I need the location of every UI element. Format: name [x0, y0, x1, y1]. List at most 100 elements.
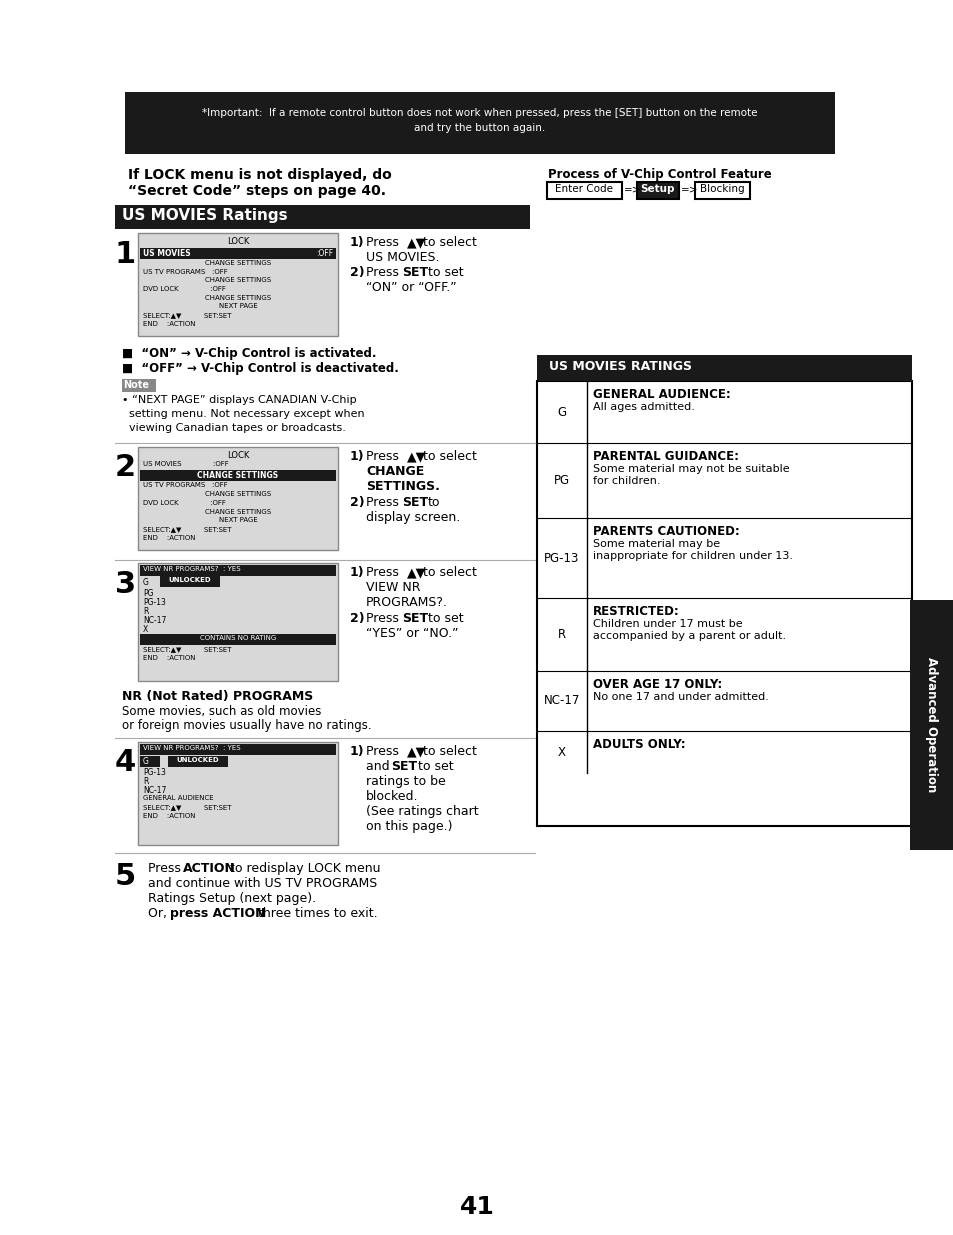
Text: Some material may be: Some material may be: [593, 538, 720, 550]
Text: ■  “ON” → V-Chip Control is activated.: ■ “ON” → V-Chip Control is activated.: [122, 347, 376, 359]
Text: CHANGE: CHANGE: [366, 466, 424, 478]
Text: PG-13: PG-13: [143, 768, 166, 777]
Text: Press: Press: [366, 566, 402, 579]
Text: and continue with US TV PROGRAMS: and continue with US TV PROGRAMS: [148, 877, 376, 890]
Text: NC-17: NC-17: [143, 785, 166, 795]
Text: 1: 1: [115, 240, 136, 269]
Text: blocked.: blocked.: [366, 790, 418, 803]
Text: R: R: [143, 777, 149, 785]
Text: “Secret Code” steps on page 40.: “Secret Code” steps on page 40.: [128, 184, 386, 198]
Text: 4: 4: [115, 748, 136, 777]
Text: X: X: [558, 746, 565, 758]
Text: press ACTION: press ACTION: [170, 906, 265, 920]
Text: Blocking: Blocking: [699, 184, 743, 194]
Text: CHANGE SETTINGS: CHANGE SETTINGS: [205, 509, 271, 515]
Text: Press: Press: [366, 745, 402, 758]
Text: SELECT:▲▼          SET:SET: SELECT:▲▼ SET:SET: [143, 804, 232, 810]
Text: PG: PG: [143, 589, 153, 598]
Text: Or,: Or,: [148, 906, 171, 920]
Text: to select: to select: [422, 450, 476, 463]
Text: Press: Press: [366, 450, 402, 463]
Text: END    :ACTION: END :ACTION: [143, 813, 195, 819]
Text: US MOVIES Ratings: US MOVIES Ratings: [122, 207, 287, 224]
Text: R: R: [558, 627, 565, 641]
Text: All ages admitted.: All ages admitted.: [593, 403, 694, 412]
Text: NEXT PAGE: NEXT PAGE: [218, 303, 257, 309]
Text: Some movies, such as old movies: Some movies, such as old movies: [122, 705, 321, 718]
Text: GENERAL AUDIENCE: GENERAL AUDIENCE: [143, 795, 213, 802]
Text: G: G: [557, 405, 566, 419]
Text: DVD LOCK              :OFF: DVD LOCK :OFF: [143, 287, 226, 291]
Text: CHANGE SETTINGS: CHANGE SETTINGS: [205, 295, 271, 301]
Text: Some material may not be suitable: Some material may not be suitable: [593, 464, 789, 474]
Text: 5: 5: [115, 862, 136, 890]
Text: SELECT:▲▼          SET:SET: SELECT:▲▼ SET:SET: [143, 526, 232, 532]
Text: SELECT:▲▼          SET:SET: SELECT:▲▼ SET:SET: [143, 312, 232, 317]
Text: END    :ACTION: END :ACTION: [143, 321, 195, 327]
Text: CHANGE SETTINGS: CHANGE SETTINGS: [205, 492, 271, 496]
Bar: [537, 382, 911, 826]
Text: SET: SET: [401, 613, 428, 625]
Text: If LOCK menu is not displayed, do: If LOCK menu is not displayed, do: [128, 168, 392, 182]
Text: ADULTS ONLY:: ADULTS ONLY:: [593, 739, 685, 751]
Text: Press: Press: [366, 613, 402, 625]
Text: G: G: [143, 578, 149, 587]
Bar: [138, 742, 337, 845]
Bar: [546, 182, 621, 199]
Bar: [125, 91, 834, 154]
Text: 2: 2: [115, 453, 136, 482]
Text: to redisplay LOCK menu: to redisplay LOCK menu: [230, 862, 380, 876]
Text: 2): 2): [350, 496, 364, 509]
Text: 1): 1): [350, 566, 364, 579]
Text: NEXT PAGE: NEXT PAGE: [218, 517, 257, 522]
Text: PG: PG: [554, 473, 570, 487]
Bar: [140, 743, 335, 755]
Text: Press: Press: [366, 496, 402, 509]
Text: Press: Press: [366, 266, 402, 279]
Text: G: G: [143, 757, 149, 766]
Text: and try the button again.: and try the button again.: [414, 124, 545, 133]
Text: and: and: [366, 760, 394, 773]
Text: UNLOCKED: UNLOCKED: [176, 757, 219, 763]
Bar: [115, 205, 530, 228]
Text: VIEW NR PROGRAMS?  : YES: VIEW NR PROGRAMS? : YES: [143, 745, 240, 751]
Text: Ratings Setup (next page).: Ratings Setup (next page).: [148, 892, 315, 905]
Text: Process of V-Chip Control Feature: Process of V-Chip Control Feature: [547, 168, 771, 182]
Text: to: to: [428, 496, 440, 509]
Bar: [138, 233, 337, 336]
Bar: [695, 182, 749, 199]
Bar: [168, 756, 228, 767]
Text: CONTAINS NO RATING: CONTAINS NO RATING: [200, 635, 275, 641]
Text: display screen.: display screen.: [366, 511, 459, 524]
Bar: [138, 563, 337, 680]
Text: Press: Press: [366, 236, 402, 249]
Text: =>: =>: [623, 184, 640, 194]
Text: or foreign movies usually have no ratings.: or foreign movies usually have no rating…: [122, 719, 372, 732]
Text: SET: SET: [401, 266, 428, 279]
Text: END    :ACTION: END :ACTION: [143, 535, 195, 541]
Text: SET: SET: [401, 496, 428, 509]
Text: US MOVIES RATINGS: US MOVIES RATINGS: [548, 359, 691, 373]
Bar: [138, 447, 337, 550]
Text: “YES” or “NO.”: “YES” or “NO.”: [366, 627, 458, 640]
Bar: [909, 600, 953, 850]
Text: VIEW NR PROGRAMS?  : YES: VIEW NR PROGRAMS? : YES: [143, 566, 240, 572]
Text: “ON” or “OFF.”: “ON” or “OFF.”: [366, 282, 456, 294]
Text: X: X: [143, 625, 148, 634]
Text: PARENTS CAUTIONED:: PARENTS CAUTIONED:: [593, 525, 739, 538]
Text: =>: =>: [680, 184, 698, 194]
Text: UNLOCKED: UNLOCKED: [169, 577, 212, 583]
Bar: [637, 182, 679, 199]
Text: ▲▼: ▲▼: [407, 236, 426, 249]
Text: on this page.): on this page.): [366, 820, 452, 832]
Text: NC-17: NC-17: [543, 694, 579, 708]
Text: viewing Canadian tapes or broadcasts.: viewing Canadian tapes or broadcasts.: [122, 424, 346, 433]
Text: *Important:  If a remote control button does not work when pressed, press the [S: *Important: If a remote control button d…: [202, 107, 757, 119]
Text: VIEW NR: VIEW NR: [366, 580, 420, 594]
Text: PARENTAL GUIDANCE:: PARENTAL GUIDANCE:: [593, 450, 739, 463]
Text: GENERAL AUDIENCE:: GENERAL AUDIENCE:: [593, 388, 730, 401]
Text: US MOVIES: US MOVIES: [143, 249, 191, 258]
Text: 2): 2): [350, 613, 364, 625]
Text: US TV PROGRAMS   :OFF: US TV PROGRAMS :OFF: [143, 482, 228, 488]
Text: 3: 3: [115, 571, 136, 599]
